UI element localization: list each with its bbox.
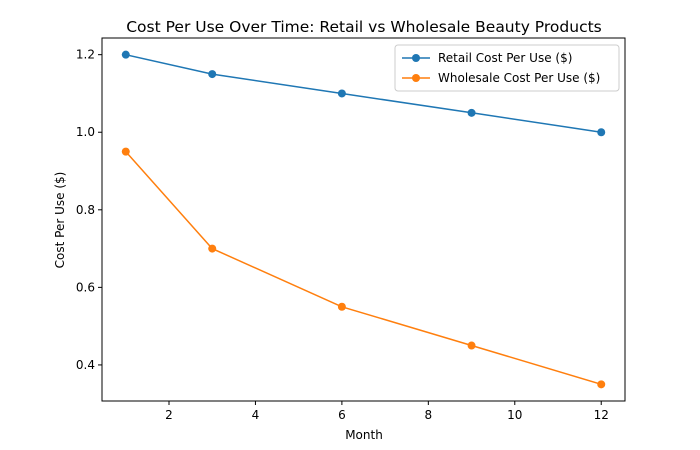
data-point-marker <box>208 70 217 79</box>
legend-item-retail: Retail Cost Per Use ($) <box>402 51 572 65</box>
legend-marker-icon <box>412 74 420 82</box>
legend-item-wholesale: Wholesale Cost Per Use ($) <box>402 71 600 85</box>
x-tick-label: 2 <box>165 408 173 422</box>
data-point-marker <box>597 128 606 137</box>
y-tick-label: 0.6 <box>76 280 95 294</box>
x-axis-label: Month <box>345 428 383 442</box>
x-tick-label: 8 <box>425 408 433 422</box>
legend-marker-icon <box>412 54 420 62</box>
y-tick-label: 0.8 <box>76 203 95 217</box>
data-point-marker <box>208 244 217 253</box>
data-point-marker <box>121 147 130 156</box>
legend: Retail Cost Per Use ($) Wholesale Cost P… <box>394 44 620 92</box>
legend-label: Wholesale Cost Per Use ($) <box>438 71 600 85</box>
y-axis-ticks: 0.4 0.6 0.8 1.0 1.2 <box>76 48 102 372</box>
x-axis-ticks: 2 4 6 8 10 12 <box>165 401 609 422</box>
data-point-marker <box>121 50 130 59</box>
x-tick-label: 12 <box>594 408 609 422</box>
y-axis-label: Cost Per Use ($) <box>53 172 67 269</box>
data-point-marker <box>337 89 346 98</box>
x-tick-label: 10 <box>507 408 522 422</box>
data-point-marker <box>467 108 476 117</box>
series-layer <box>121 50 606 389</box>
data-point-marker <box>467 341 476 350</box>
plot-area-frame <box>101 37 626 402</box>
legend-label: Retail Cost Per Use ($) <box>438 51 572 65</box>
y-tick-label: 1.0 <box>76 125 95 139</box>
data-point-marker <box>337 302 346 311</box>
x-tick-label: 6 <box>338 408 346 422</box>
legend-frame <box>394 44 620 92</box>
y-tick-label: 1.2 <box>76 48 95 62</box>
chart-title: Cost Per Use Over Time: Retail vs Wholes… <box>126 18 602 36</box>
y-tick-label: 0.4 <box>76 358 95 372</box>
x-tick-label: 4 <box>252 408 260 422</box>
series-line-1 <box>125 151 602 386</box>
data-point-marker <box>597 380 606 389</box>
